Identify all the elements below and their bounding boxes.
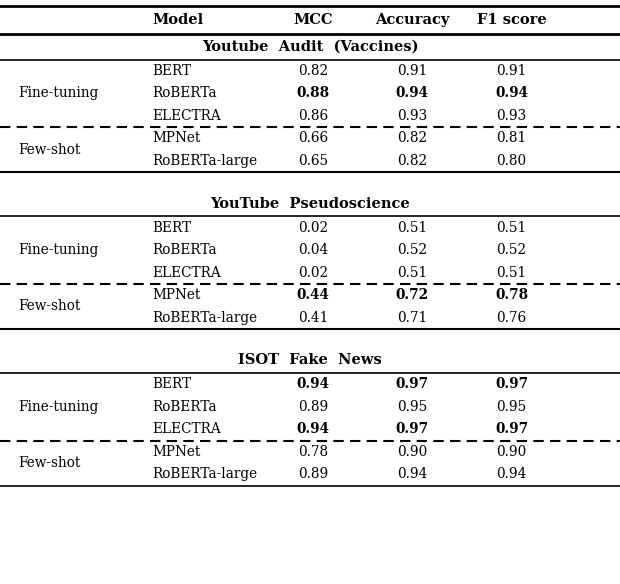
Text: 0.02: 0.02: [298, 266, 328, 280]
Text: 0.97: 0.97: [495, 377, 528, 391]
Text: 0.94: 0.94: [397, 467, 427, 481]
Text: 0.52: 0.52: [497, 243, 526, 257]
Text: 0.90: 0.90: [497, 445, 526, 459]
Text: RoBERTa-large: RoBERTa-large: [152, 467, 257, 481]
Text: ISOT  Fake  News: ISOT Fake News: [238, 353, 382, 367]
Text: 0.93: 0.93: [397, 109, 427, 123]
Text: 0.91: 0.91: [497, 64, 526, 78]
Text: BERT: BERT: [152, 377, 191, 391]
Text: MCC: MCC: [293, 13, 333, 27]
Text: 0.52: 0.52: [397, 243, 427, 257]
Text: Few-shot: Few-shot: [19, 142, 81, 157]
Text: Youtube  Audit  (Vaccines): Youtube Audit (Vaccines): [202, 40, 418, 54]
Text: 0.44: 0.44: [296, 288, 330, 302]
Text: 0.76: 0.76: [497, 311, 526, 325]
Text: RoBERTa: RoBERTa: [152, 86, 216, 100]
Text: 0.65: 0.65: [298, 154, 328, 168]
Text: 0.97: 0.97: [396, 422, 429, 436]
Text: 0.41: 0.41: [298, 311, 328, 325]
Text: MPNet: MPNet: [152, 131, 200, 145]
Text: RoBERTa-large: RoBERTa-large: [152, 311, 257, 325]
Text: 0.94: 0.94: [497, 467, 526, 481]
Text: 0.91: 0.91: [397, 64, 427, 78]
Text: 0.71: 0.71: [397, 311, 427, 325]
Text: 0.94: 0.94: [495, 86, 528, 100]
Text: MPNet: MPNet: [152, 288, 200, 302]
Text: BERT: BERT: [152, 64, 191, 78]
Text: ELECTRA: ELECTRA: [152, 422, 221, 436]
Text: Accuracy: Accuracy: [375, 13, 449, 27]
Text: MPNet: MPNet: [152, 445, 200, 459]
Text: 0.51: 0.51: [497, 221, 526, 235]
Text: BERT: BERT: [152, 221, 191, 235]
Text: 0.66: 0.66: [298, 131, 328, 145]
Text: 0.93: 0.93: [497, 109, 526, 123]
Text: 0.95: 0.95: [497, 400, 526, 414]
Text: 0.86: 0.86: [298, 109, 328, 123]
Text: Few-shot: Few-shot: [19, 300, 81, 313]
Text: 0.78: 0.78: [495, 288, 528, 302]
Text: 0.94: 0.94: [396, 86, 429, 100]
Text: YouTube  Pseudoscience: YouTube Pseudoscience: [210, 197, 410, 210]
Text: 0.72: 0.72: [396, 288, 429, 302]
Text: 0.80: 0.80: [497, 154, 526, 168]
Text: F1 score: F1 score: [477, 13, 546, 27]
Text: Fine-tuning: Fine-tuning: [19, 86, 99, 100]
Text: 0.81: 0.81: [497, 131, 526, 145]
Text: 0.97: 0.97: [396, 377, 429, 391]
Text: Model: Model: [152, 13, 203, 27]
Text: RoBERTa: RoBERTa: [152, 243, 216, 257]
Text: 0.90: 0.90: [397, 445, 427, 459]
Text: Fine-tuning: Fine-tuning: [19, 243, 99, 257]
Text: 0.94: 0.94: [296, 377, 330, 391]
Text: 0.04: 0.04: [298, 243, 328, 257]
Text: 0.89: 0.89: [298, 467, 328, 481]
Text: 0.89: 0.89: [298, 400, 328, 414]
Text: 0.78: 0.78: [298, 445, 328, 459]
Text: 0.82: 0.82: [298, 64, 328, 78]
Text: 0.51: 0.51: [497, 266, 526, 280]
Text: 0.95: 0.95: [397, 400, 427, 414]
Text: Few-shot: Few-shot: [19, 456, 81, 470]
Text: Fine-tuning: Fine-tuning: [19, 400, 99, 414]
Text: 0.51: 0.51: [397, 266, 427, 280]
Text: 0.82: 0.82: [397, 154, 427, 168]
Text: 0.51: 0.51: [397, 221, 427, 235]
Text: 0.94: 0.94: [296, 422, 330, 436]
Text: ELECTRA: ELECTRA: [152, 266, 221, 280]
Text: 0.97: 0.97: [495, 422, 528, 436]
Text: 0.88: 0.88: [296, 86, 330, 100]
Text: 0.02: 0.02: [298, 221, 328, 235]
Text: RoBERTa: RoBERTa: [152, 400, 216, 414]
Text: ELECTRA: ELECTRA: [152, 109, 221, 123]
Text: RoBERTa-large: RoBERTa-large: [152, 154, 257, 168]
Text: 0.82: 0.82: [397, 131, 427, 145]
